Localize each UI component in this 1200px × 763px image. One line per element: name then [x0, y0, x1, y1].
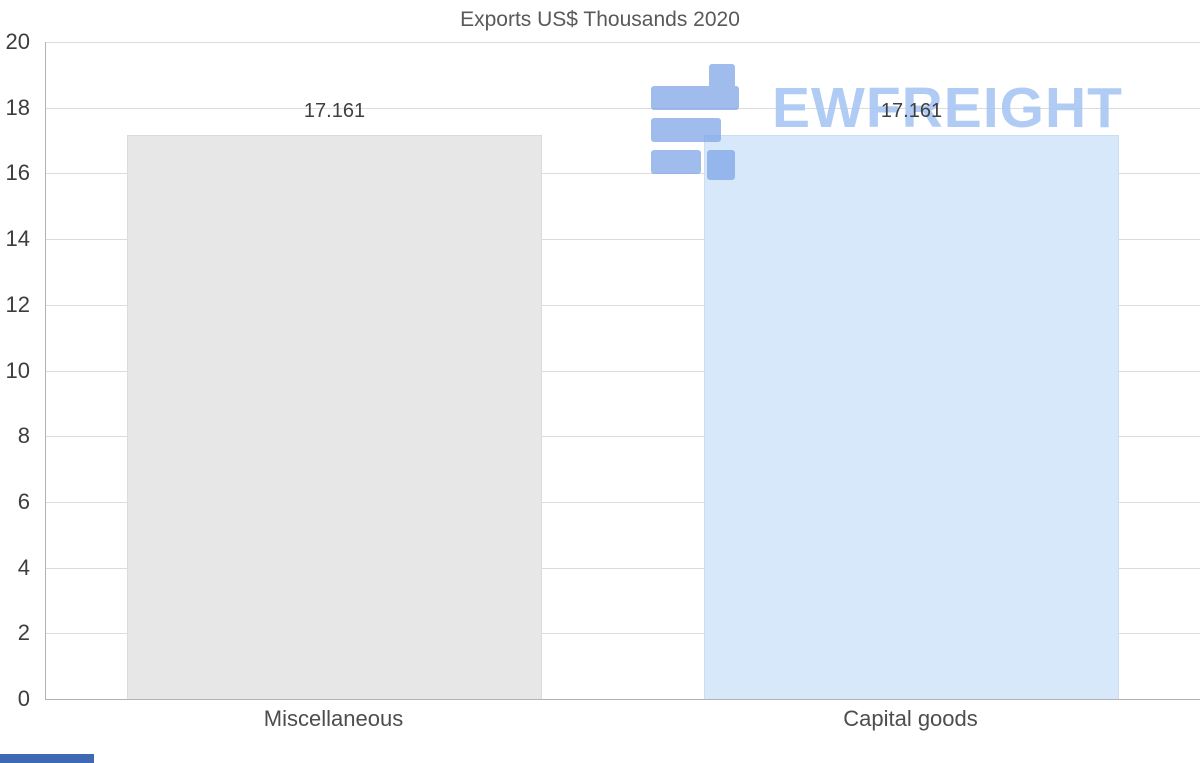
bar-capital-goods	[703, 135, 1120, 699]
y-tick-label: 8	[17, 423, 30, 449]
bottom-left-accent-bar	[0, 754, 94, 763]
gridline	[46, 107, 1200, 109]
y-tick-label: 16	[5, 160, 30, 186]
gridline	[46, 501, 1200, 503]
gridline	[46, 633, 1200, 635]
y-axis-tick-labels: 0 2 4 6 8 10 12 14 16 18 20	[0, 29, 38, 711]
bar-value-label: 17.161	[303, 100, 366, 123]
y-tick-label: 14	[5, 226, 30, 252]
gridline	[46, 239, 1200, 241]
plot-area: 17.161 17.161 EWFREIGHT	[45, 42, 1200, 700]
gridline	[46, 173, 1200, 175]
bar-miscellaneous	[126, 135, 543, 699]
chart-title: Exports US$ Thousands 2020	[460, 8, 740, 31]
category-label: Miscellaneous	[263, 706, 404, 731]
y-tick-label: 10	[5, 357, 30, 383]
gridline	[46, 370, 1200, 372]
x-axis-labels: Miscellaneous Capital goods	[45, 706, 1200, 740]
gridline	[46, 304, 1200, 306]
gridline	[46, 436, 1200, 438]
gridline	[46, 567, 1200, 569]
category-label: Capital goods	[843, 706, 978, 731]
y-tick-label: 2	[17, 620, 30, 646]
y-tick-label: 0	[17, 686, 30, 711]
y-tick-label: 6	[17, 488, 30, 514]
bar-value-label: 17.161	[880, 100, 943, 123]
y-tick-label: 20	[5, 29, 30, 54]
y-tick-label: 12	[5, 291, 30, 317]
gridline	[46, 42, 1200, 43]
y-tick-label: 4	[17, 554, 30, 580]
y-tick-label: 18	[5, 94, 30, 120]
